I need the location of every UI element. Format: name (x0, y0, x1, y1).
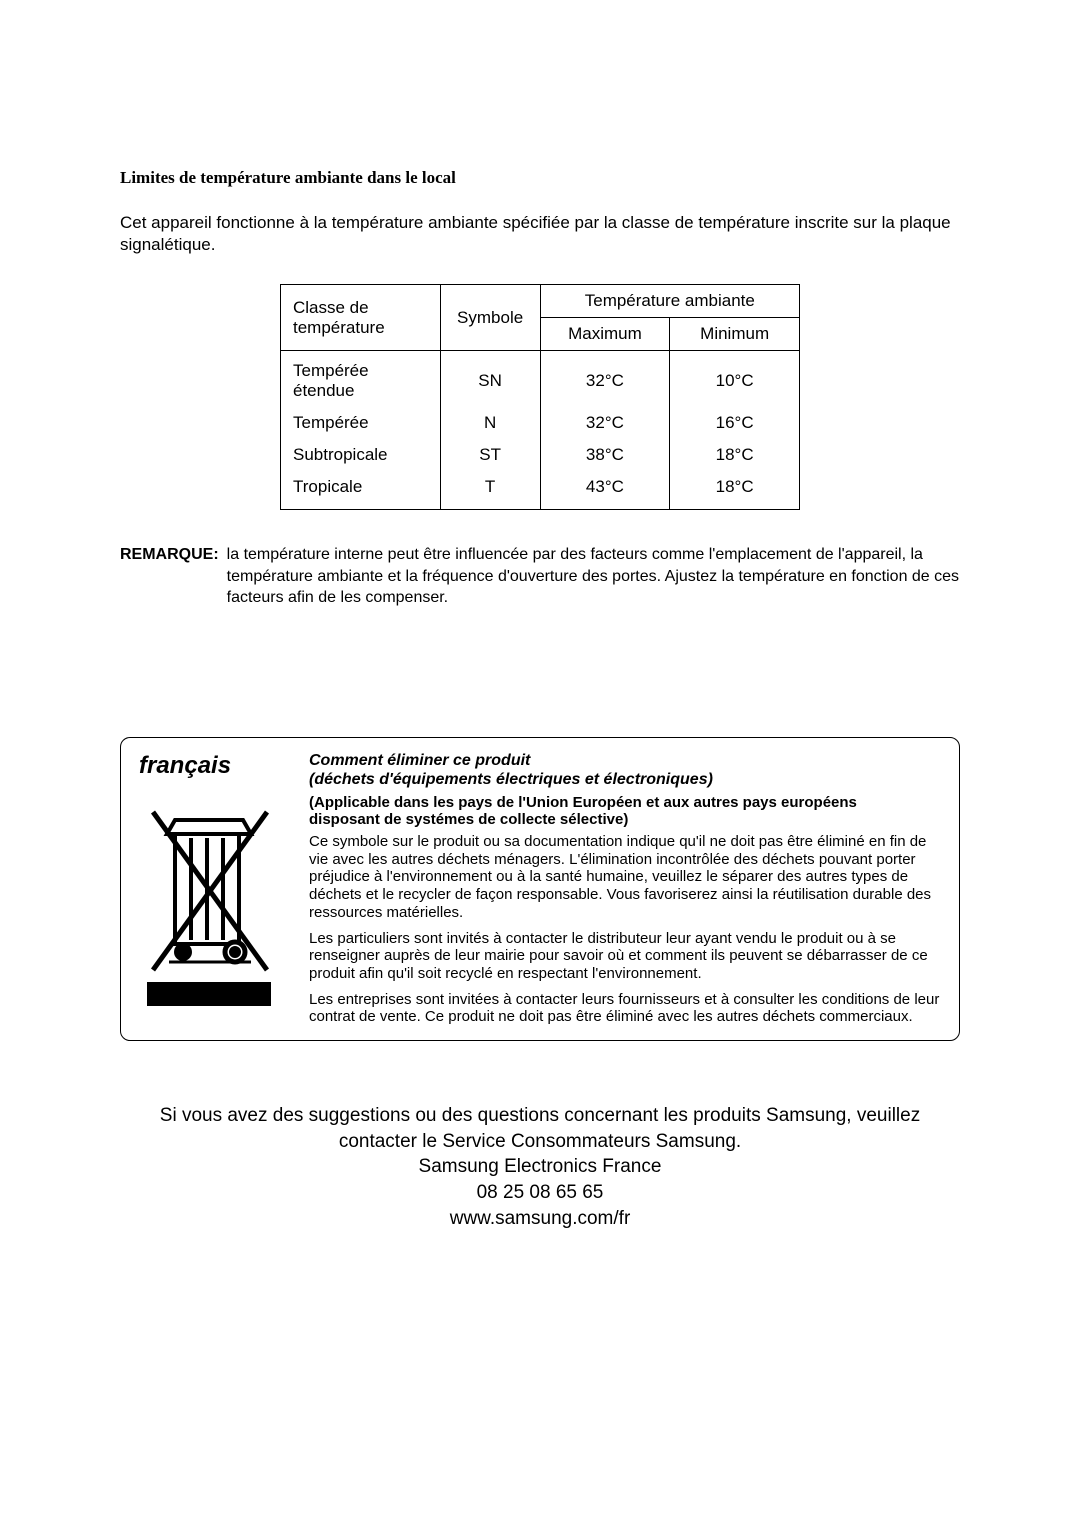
contact-phone: 08 25 08 65 65 (120, 1180, 960, 1206)
disposal-paragraph: Ce symbole sur le produit ou sa document… (309, 833, 941, 921)
table-header-symbole: Symbole (440, 285, 540, 351)
cell-classe: Tempérée étendue (281, 351, 441, 408)
cell-max: 32°C (540, 351, 670, 408)
cell-symbole: T (440, 471, 540, 510)
cell-symbole: ST (440, 439, 540, 471)
language-label: français (139, 752, 287, 780)
temperature-table-wrapper: Classe de température Symbole Températur… (120, 284, 960, 510)
contact-url: www.samsung.com/fr (120, 1206, 960, 1232)
table-header-minimum: Minimum (670, 318, 800, 351)
contact-line: Si vous avez des suggestions ou des ques… (120, 1103, 960, 1154)
cell-max: 43°C (540, 471, 670, 510)
cell-symbole: N (440, 407, 540, 439)
disposal-paragraph: Les particuliers sont invités à contacte… (309, 930, 941, 983)
table-row: Tempérée N 32°C 16°C (281, 407, 800, 439)
temperature-table: Classe de température Symbole Températur… (280, 284, 800, 510)
table-row: Tempérée étendue SN 32°C 10°C (281, 351, 800, 408)
weee-bin-icon (139, 798, 279, 1008)
remark-block: REMARQUE: la température interne peut êt… (120, 544, 960, 609)
contact-company: Samsung Electronics France (120, 1154, 960, 1180)
cell-classe: Tropicale (281, 471, 441, 510)
disposal-info-wrapper: français (120, 737, 960, 1041)
document-page: Limites de température ambiante dans le … (0, 0, 1080, 1231)
cell-min: 10°C (670, 351, 800, 408)
contact-block: Si vous avez des suggestions ou des ques… (120, 1103, 960, 1231)
section-heading: Limites de température ambiante dans le … (120, 168, 960, 188)
disposal-subtitle: (déchets d'équipements électriques et él… (309, 771, 941, 790)
table-header-maximum: Maximum (540, 318, 670, 351)
table-row: Subtropicale ST 38°C 18°C (281, 439, 800, 471)
remark-label: REMARQUE: (120, 544, 227, 609)
disposal-title: Comment éliminer ce produit (309, 752, 941, 771)
cell-classe: Tempérée (281, 407, 441, 439)
disposal-applicable: (Applicable dans les pays de l'Union Eur… (309, 794, 941, 829)
remark-text: la température interne peut être influen… (227, 544, 960, 609)
cell-min: 18°C (670, 471, 800, 510)
disposal-left-column: français (139, 752, 287, 1026)
cell-max: 32°C (540, 407, 670, 439)
table-header-classe: Classe de température (281, 285, 441, 351)
cell-max: 38°C (540, 439, 670, 471)
cell-min: 18°C (670, 439, 800, 471)
disposal-info-box: français (120, 737, 960, 1041)
disposal-paragraph: Les entreprises sont invitées à contacte… (309, 991, 941, 1026)
cell-symbole: SN (440, 351, 540, 408)
disposal-right-column: Comment éliminer ce produit (déchets d'é… (309, 752, 941, 1026)
table-row: Tropicale T 43°C 18°C (281, 471, 800, 510)
intro-paragraph: Cet appareil fonctionne à la température… (120, 212, 960, 256)
table-header-ambiante: Température ambiante (540, 285, 799, 318)
cell-min: 16°C (670, 407, 800, 439)
cell-classe: Subtropicale (281, 439, 441, 471)
